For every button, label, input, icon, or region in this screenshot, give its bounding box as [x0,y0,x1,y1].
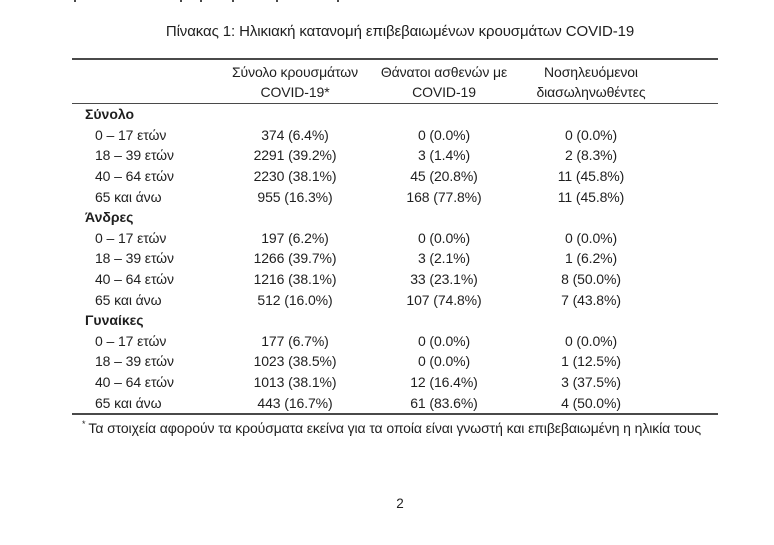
text-remnant-specks [0,0,2,2]
deaths-value: 61 (83.6%) [410,394,478,411]
deaths-value: 0 (0.0%) [417,353,471,370]
table-row: 18 – 39 ετών 2291 (39.2%) 3 (1.4%) 2 (8.3%) [72,145,718,166]
age-group-label: 18 – 39 ετών [95,353,174,370]
covid-age-distribution-table: Σύνολο κρουσμάτων COVID-19* Θάνατοι ασθε… [72,58,718,436]
cases-value: 1013 (38.1%) [253,374,337,391]
deaths-value: 0 (0.0%) [417,229,471,246]
cases-value: 1266 (39.7%) [253,250,337,267]
deaths-value: 0 (0.0%) [417,126,471,143]
section-label: Σύνολο [85,106,135,123]
deaths-value: 33 (23.1%) [410,271,478,288]
table-row: 18 – 39 ετών 1023 (38.5%) 0 (0.0%) 1 (12.5%… [72,351,718,372]
cases-value: 177 (6.7%) [261,332,329,349]
age-group-label: 18 – 39 ετών [95,250,174,267]
intubated-value: 7 (43.8%) [561,291,621,308]
age-group-label: 40 – 64 ετών [95,271,174,288]
footnote-asterisk: * [82,418,86,429]
header-cell-total-cases: Σύνολο κρουσμάτων COVID-19* [215,62,375,102]
header-line: διασωληνωθέντες [536,83,646,100]
intubated-value: 4 (50.0%) [561,394,621,411]
section-label: Γυναίκες [85,312,144,329]
section-header-row: Γυναίκες [72,310,718,331]
age-group-label: 0 – 17 ετών [95,126,167,143]
deaths-value: 12 (16.4%) [410,374,478,391]
deaths-value: 45 (20.8%) [410,168,478,185]
age-group-label: 0 – 17 ετών [95,229,167,246]
cases-value: 443 (16.7%) [257,394,333,411]
table-top-rule [72,58,718,60]
table-row: 65 και άνω 443 (16.7%) 61 (83.6%) 4 (50.0%) [72,392,718,413]
header-line: COVID-19 [412,83,476,100]
section-label: Άνδρες [85,209,134,226]
age-group-label: 40 – 64 ετών [95,374,174,391]
page-number: 2 [396,496,404,511]
table-row: 0 – 17 ετών 197 (6.2%) 0 (0.0%) 0 (0.0%) [72,228,718,249]
cases-value: 197 (6.2%) [261,229,329,246]
section-header-row: Σύνολο [72,104,718,125]
cases-value: 2291 (39.2%) [253,147,337,164]
intubated-value: 0 (0.0%) [564,126,618,143]
section-header-row: Άνδρες [72,207,718,228]
intubated-value: 2 (8.3%) [564,147,618,164]
table-body: Σύνολο 0 – 17 ετών 374 (6.4%) 0 (0.0%) 0 (0.… [72,104,718,413]
header-cell-intubated: Νοσηλευόμενοι διασωληνωθέντες [513,62,669,102]
deaths-value: 0 (0.0%) [417,332,471,349]
deaths-value: 3 (1.4%) [417,147,471,164]
table-row: 18 – 39 ετών 1266 (39.7%) 3 (2.1%) 1 (6.2%) [72,248,718,269]
footnote-text: Τα στοιχεία αφορούν τα κρούσματα εκείνα … [88,419,702,436]
intubated-value: 3 (37.5%) [561,374,621,391]
intubated-value: 0 (0.0%) [564,229,618,246]
age-group-label: 65 και άνω [95,188,162,205]
intubated-value: 11 (45.8%) [557,188,625,205]
cases-value: 512 (16.0%) [257,291,333,308]
table-caption: Πίνακας 1: Ηλικιακή κατανομή επιβεβαιωμέ… [165,23,635,40]
cases-value: 374 (6.4%) [261,126,329,143]
cases-value: 2230 (38.1%) [253,168,337,185]
intubated-value: 8 (50.0%) [561,271,621,288]
table-header-rule [72,103,718,104]
table-row: 65 και άνω 512 (16.0%) 107 (74.8%) 7 (43.8%… [72,289,718,310]
table-row: 0 – 17 ετών 374 (6.4%) 0 (0.0%) 0 (0.0%) [72,125,718,146]
deaths-value: 3 (2.1%) [417,250,471,267]
header-line: Νοσηλευόμενοι [544,63,638,80]
header-line: Θάνατοι ασθενών με [380,63,508,80]
intubated-value: 1 (12.5%) [561,353,621,370]
table-row: 0 – 17 ετών 177 (6.7%) 0 (0.0%) 0 (0.0%) [72,331,718,352]
cases-value: 955 (16.3%) [257,188,333,205]
table-header-row: Σύνολο κρουσμάτων COVID-19* Θάνατοι ασθε… [72,60,718,103]
footnote: * Τα στοιχεία αφορούν τα κρούσματα εκείνα… [72,419,718,436]
deaths-value: 107 (74.8%) [406,291,482,308]
age-group-label: 40 – 64 ετών [95,168,174,185]
age-group-label: 65 και άνω [95,291,162,308]
cases-value: 1216 (38.1%) [253,271,337,288]
age-group-label: 18 – 39 ετών [95,147,174,164]
header-line: COVID-19* [260,83,330,100]
deaths-value: 168 (77.8%) [406,188,482,205]
cases-value: 1023 (38.5%) [253,353,337,370]
header-cell-deaths: Θάνατοι ασθενών με COVID-19 [375,62,513,102]
table-row: 40 – 64 ετών 1013 (38.1%) 12 (16.4%) 3 (37.… [72,372,718,393]
table-row: 65 και άνω 955 (16.3%) 168 (77.8%) 11 (45.8… [72,186,718,207]
intubated-value: 0 (0.0%) [564,332,618,349]
intubated-value: 11 (45.8%) [557,168,625,185]
age-group-label: 0 – 17 ετών [95,332,167,349]
age-group-label: 65 και άνω [95,394,162,411]
table-bottom-rule [72,412,718,415]
table-row: 40 – 64 ετών 1216 (38.1%) 33 (23.1%) 8 (50.… [72,269,718,290]
cropped-text-fragments [0,0,774,4]
header-line: Σύνολο κρουσμάτων [231,63,359,80]
intubated-value: 1 (6.2%) [564,250,618,267]
table-row: 40 – 64 ετών 2230 (38.1%) 45 (20.8%) 11 (45… [72,166,718,187]
